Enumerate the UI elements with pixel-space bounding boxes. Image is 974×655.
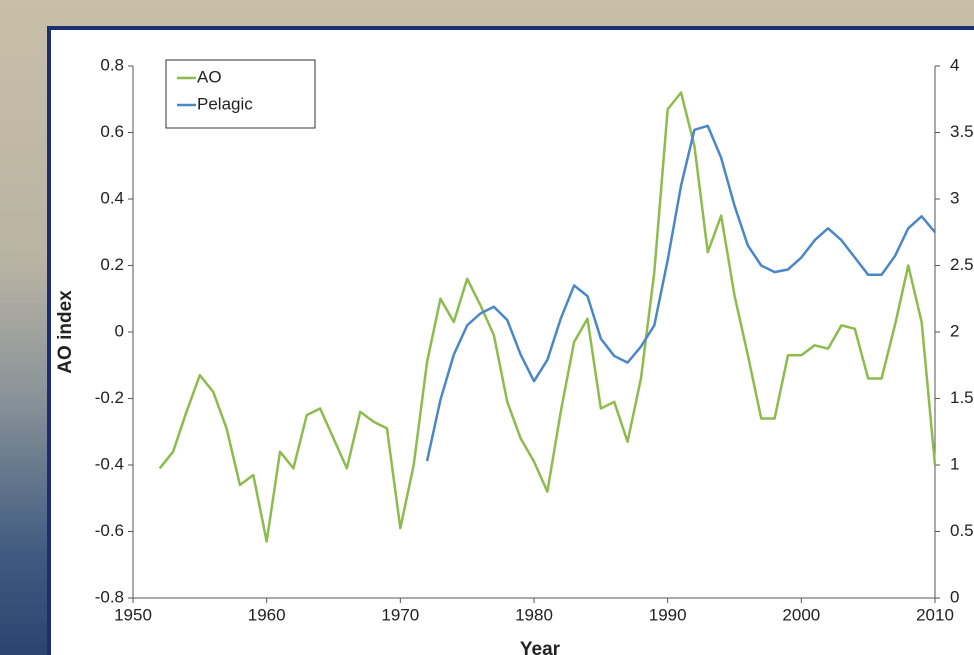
y2-tick-label: 0 bbox=[950, 587, 959, 606]
x-tick-label: 1950 bbox=[114, 605, 152, 624]
chart: Year AO index -0.8 -0.6 -0.4 -0.2 0 0.2 0.4 0.6… bbox=[0, 0, 974, 655]
x-tick-label: 2010 bbox=[916, 605, 954, 624]
page: {"chart_data": {"type": "line", "x_label… bbox=[0, 0, 974, 655]
x-tick-label: 1970 bbox=[381, 605, 419, 624]
y-tick-label: -0.8 bbox=[95, 587, 124, 606]
y2-tick-label: 0.5 bbox=[950, 521, 974, 540]
x-tick-label: 2000 bbox=[782, 605, 820, 624]
y2-tick-label: 2 bbox=[950, 321, 959, 340]
y-tick-label: 0.6 bbox=[100, 122, 124, 141]
y-tick-label: -0.6 bbox=[95, 521, 124, 540]
y-tick-label: 0.4 bbox=[100, 188, 124, 207]
y2-tick-label: 3 bbox=[950, 188, 959, 207]
x-tick-label: 1980 bbox=[515, 605, 553, 624]
x-tick-label: 1990 bbox=[649, 605, 687, 624]
y-axis-label: AO index bbox=[55, 290, 76, 374]
y-tick-label: -0.2 bbox=[95, 388, 124, 407]
x-axis-label: Year bbox=[520, 639, 561, 655]
y2-tick-label: 2.5 bbox=[950, 255, 974, 274]
y-tick-label: 0.8 bbox=[100, 55, 124, 74]
y2-tick-label: 3.5 bbox=[950, 122, 974, 141]
y-tick-label: 0 bbox=[115, 321, 124, 340]
y2-tick-label: 1 bbox=[950, 454, 959, 473]
y2-tick-label: 1.5 bbox=[950, 388, 974, 407]
legend-label: Pelagic bbox=[197, 94, 253, 113]
y-tick-label: -0.4 bbox=[95, 454, 124, 473]
y-tick-label: 0.2 bbox=[100, 255, 124, 274]
legend-label: AO bbox=[197, 67, 222, 86]
x-tick-label: 1960 bbox=[248, 605, 286, 624]
y2-tick-label: 4 bbox=[950, 55, 959, 74]
